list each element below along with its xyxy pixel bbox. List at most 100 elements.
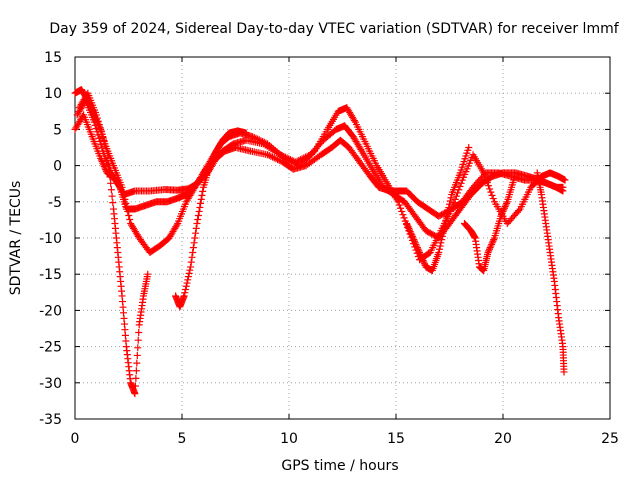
data-point-arc-5 — [182, 282, 190, 290]
data-point-arc-3 — [452, 192, 460, 200]
data-point-arc-7 — [488, 240, 496, 248]
x-axis-label: GPS time / hours — [281, 458, 398, 474]
data-point-arc-4 — [90, 109, 98, 117]
y-tick-label: -15 — [39, 267, 62, 283]
data-point-arc-3 — [306, 152, 314, 160]
data-point-arc-6 — [447, 194, 455, 202]
data-point-arc-5 — [242, 129, 250, 137]
data-point-arc-1 — [274, 156, 282, 164]
data-point-arc-5 — [193, 220, 201, 228]
data-point-arc-1 — [275, 156, 283, 164]
data-point-arc-6 — [416, 248, 424, 256]
data-point-arc-3 — [395, 201, 403, 209]
data-point-arc-4 — [109, 199, 117, 207]
data-point-arc-5 — [198, 191, 206, 199]
data-point-arc-6 — [408, 232, 416, 240]
data-point-arc-1 — [264, 151, 272, 159]
data-point-arc-5 — [192, 229, 200, 237]
data-point-arc-4 — [144, 270, 152, 278]
data-point-arc-7 — [502, 201, 510, 209]
data-point-arc-7 — [484, 248, 492, 256]
data-point-arc-3 — [450, 199, 458, 207]
data-points — [71, 86, 569, 398]
data-point-arc-3 — [297, 160, 305, 168]
data-point-arc-5 — [184, 276, 192, 284]
data-point-arc-5 — [186, 266, 194, 274]
data-point-arc-4 — [132, 367, 140, 375]
data-point-arc-2 — [295, 156, 303, 164]
data-point-arc-3 — [449, 202, 457, 210]
data-point-arc-5 — [181, 289, 189, 297]
data-point-arc-4 — [88, 106, 96, 114]
data-point-arc-4 — [105, 166, 113, 174]
data-point-arc-5 — [197, 195, 205, 203]
data-point-arc-2 — [98, 144, 106, 152]
data-point-arc-4 — [131, 390, 139, 398]
data-point-arc-4 — [108, 192, 116, 200]
data-point-arc-3 — [121, 195, 129, 203]
data-point-arc-6 — [408, 231, 416, 239]
data-point-arc-3 — [250, 133, 258, 141]
axis-ticks: 0 5 10 15 20 25 15 10 5 0 -5 -10 -15 -20 -25 -30 -35 — [39, 50, 619, 447]
y-tick-label: 5 — [53, 122, 62, 138]
data-point-arc-7 — [485, 245, 493, 253]
data-point-arc-8 — [560, 368, 568, 376]
data-point-arc-7 — [487, 242, 495, 250]
data-point-arc-6 — [445, 203, 453, 211]
data-point-arc-3 — [123, 203, 131, 211]
data-point-arc-7 — [510, 176, 518, 184]
data-point-arc-3 — [119, 187, 127, 195]
x-tick-label: 15 — [387, 431, 405, 447]
data-point-arc-6 — [405, 224, 413, 232]
data-point-arc-5 — [197, 199, 205, 207]
data-point-arc-5 — [208, 157, 216, 165]
data-point-arc-1 — [102, 166, 110, 174]
data-point-arc-4 — [85, 98, 93, 106]
data-point-arc-1 — [272, 155, 280, 163]
data-point-arc-3 — [286, 157, 294, 165]
data-point-arc-2 — [559, 187, 567, 195]
data-point-arc-3 — [126, 215, 134, 223]
data-point-arc-5 — [184, 273, 192, 281]
data-point-arc-5 — [207, 160, 215, 168]
data-point-arc-3 — [304, 154, 312, 162]
data-point-arc-3 — [299, 158, 307, 166]
data-point-arc-3 — [307, 150, 315, 158]
data-point-arc-4 — [93, 117, 101, 125]
data-point-arc-3 — [515, 207, 523, 215]
data-point-arc-6 — [414, 245, 422, 253]
data-point-arc-3 — [291, 159, 299, 167]
data-point-arc-5 — [183, 279, 191, 287]
data-point-arc-6 — [421, 260, 429, 268]
data-point-arc-6 — [441, 223, 449, 231]
data-point-arc-3 — [122, 199, 130, 207]
data-point-arc-6 — [444, 207, 452, 215]
data-point-arc-5 — [187, 258, 195, 266]
x-tick-label: 10 — [280, 431, 298, 447]
data-point-arc-1 — [270, 154, 278, 162]
data-point-arc-3 — [451, 195, 459, 203]
data-point-arc-3 — [454, 189, 462, 197]
data-point-arc-6 — [419, 257, 427, 265]
data-point-arc-6 — [440, 226, 448, 234]
data-point-arc-4 — [106, 173, 114, 181]
y-tick-label: -35 — [39, 412, 62, 428]
data-point-arc-6 — [413, 242, 421, 250]
data-point-arc-5 — [209, 155, 217, 163]
data-point-arc-5 — [210, 152, 218, 160]
data-point-arc-3 — [120, 191, 128, 199]
data-point-arc-3 — [456, 183, 464, 191]
data-point-arc-6 — [438, 232, 446, 240]
data-point-arc-2 — [97, 141, 105, 149]
data-point-arc-6 — [413, 244, 421, 252]
y-tick-label: 10 — [44, 86, 62, 102]
data-point-arc-3 — [289, 158, 297, 166]
y-tick-label: 15 — [44, 50, 62, 66]
data-point-arc-7 — [500, 206, 508, 214]
data-point-arc-7 — [489, 237, 497, 245]
data-point-arc-3 — [398, 207, 406, 215]
x-tick-label: 25 — [601, 431, 619, 447]
data-point-arc-4 — [107, 179, 115, 187]
data-point-arc-4 — [87, 103, 95, 111]
